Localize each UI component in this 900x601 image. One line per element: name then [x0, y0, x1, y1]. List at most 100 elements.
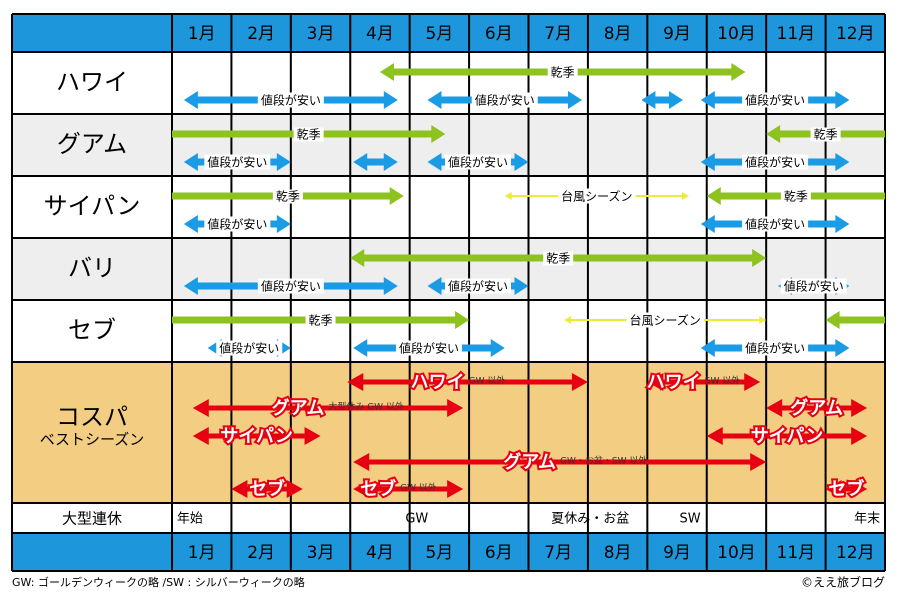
month-label: 8月: [604, 24, 632, 44]
cospa-arrow: [353, 480, 464, 498]
month-label: 4月: [366, 24, 394, 44]
holiday-label: GW: [405, 512, 428, 527]
month-label: 9月: [663, 543, 691, 563]
cospa-arrow: [706, 427, 868, 445]
season-arrow: [825, 311, 885, 329]
destination-name: グアム: [57, 130, 127, 158]
arrow-label: 値段が安い: [475, 93, 535, 108]
arrow-label: 値段が安い: [448, 279, 508, 294]
cospa-label: ハワイ: [647, 372, 701, 393]
cospa-arrow: [231, 480, 303, 498]
label-bg: [395, 340, 462, 356]
arrow-label: 値段が安い: [448, 155, 508, 170]
month-label: 3月: [307, 543, 335, 563]
arrow-label: 値段が安い: [261, 279, 321, 294]
arrow-label: 値段が安い: [784, 279, 844, 294]
price-arrow: [353, 153, 398, 171]
cospa-note: 大型休み GW 以外: [328, 401, 404, 413]
cospa-label: サイパン: [220, 426, 293, 447]
label-bg: [742, 154, 809, 170]
label-bg: [558, 188, 636, 204]
arrow-label: 値段が安い: [745, 341, 805, 356]
arrow-label: 乾季: [297, 128, 321, 142]
arrow-label: 値段が安い: [399, 341, 459, 356]
cospa-label: グアム: [272, 397, 325, 419]
label-bg: [293, 127, 324, 142]
month-label: 6月: [485, 543, 513, 563]
row-bg: [12, 52, 885, 114]
arrow-label: 乾季: [309, 314, 333, 328]
month-label: 7月: [544, 24, 572, 44]
arrow-label: 乾季: [784, 190, 808, 204]
month-label: 2月: [247, 543, 275, 563]
label-bg: [742, 340, 809, 356]
month-label: 5月: [425, 543, 453, 563]
cospa-arrow: [353, 453, 767, 471]
holiday-title: 大型連休: [62, 510, 122, 528]
cospa-arrow: [766, 399, 868, 417]
cospa-label: セブ: [249, 478, 285, 500]
arrow-label: 乾季: [551, 66, 575, 80]
label-bg: [444, 154, 512, 170]
arrow-label: 値段が安い: [261, 93, 321, 108]
month-label: 9月: [663, 24, 691, 44]
label-bg: [444, 278, 512, 294]
cospa-note: SW 以外: [705, 375, 740, 387]
cospa-label: グアム: [503, 451, 556, 473]
cospa-arrow: [192, 399, 464, 417]
label-bg: [780, 278, 847, 294]
destination-name: ハワイ: [56, 68, 128, 96]
arrow-label: 値段が安い: [745, 155, 805, 170]
month-label: 1月: [188, 24, 216, 44]
cospa-arrow: [647, 373, 761, 391]
label-bg: [547, 65, 578, 80]
row-bg: [12, 176, 885, 238]
cospa-arrow: [347, 373, 588, 391]
label-bg: [742, 92, 809, 108]
month-label: 8月: [604, 543, 632, 563]
holiday-label: 夏休み・お盆: [551, 512, 629, 527]
price-arrow: [641, 91, 683, 109]
label-bg: [742, 216, 809, 232]
holiday-label: SW: [680, 512, 701, 527]
label-bg: [257, 278, 324, 294]
arrow-label: 値段が安い: [745, 93, 805, 108]
holiday-label: 年始: [177, 512, 203, 527]
cospa-label: セブ: [828, 478, 864, 500]
month-header: [12, 533, 885, 571]
month-label: 11月: [777, 24, 816, 44]
holiday-label: 年末: [854, 512, 880, 527]
month-label: 10月: [717, 543, 756, 563]
arrow-label: 値段が安い: [745, 217, 805, 232]
month-label: 1月: [188, 543, 216, 563]
cospa-title: コスパ: [56, 403, 128, 431]
destination-name: サイパン: [44, 192, 141, 220]
month-header: [12, 14, 885, 52]
month-label: 2月: [247, 24, 275, 44]
label-bg: [471, 92, 538, 108]
arrow-label: 乾季: [276, 190, 300, 204]
cospa-note: GW 以外: [469, 375, 506, 387]
arrow-label: 値段が安い: [219, 341, 279, 356]
label-bg: [272, 189, 303, 204]
arrow-label: 値段が安い: [207, 155, 267, 170]
month-label: 11月: [777, 543, 816, 563]
footnote: GW: ゴールデンウィークの略 /SW : シルバーウィークの略: [12, 575, 305, 589]
month-label: 3月: [307, 24, 335, 44]
cospa-label: セブ: [360, 478, 396, 500]
label-bg: [305, 313, 336, 328]
holiday-bg: [12, 503, 885, 533]
cospa-label: グアム: [790, 397, 843, 419]
cospa-label: サイパン: [751, 426, 824, 447]
label-bg: [810, 127, 841, 142]
month-label: 10月: [717, 24, 756, 44]
label-bg: [780, 189, 811, 204]
label-bg: [204, 154, 271, 170]
arrow-label: 台風シーズン: [629, 313, 700, 328]
cospa-arrow: [192, 427, 321, 445]
label-bg: [626, 312, 704, 328]
label-bg: [257, 92, 324, 108]
credit: ©ええ旅ブログ: [801, 575, 885, 590]
cospa-bg: [12, 362, 885, 503]
